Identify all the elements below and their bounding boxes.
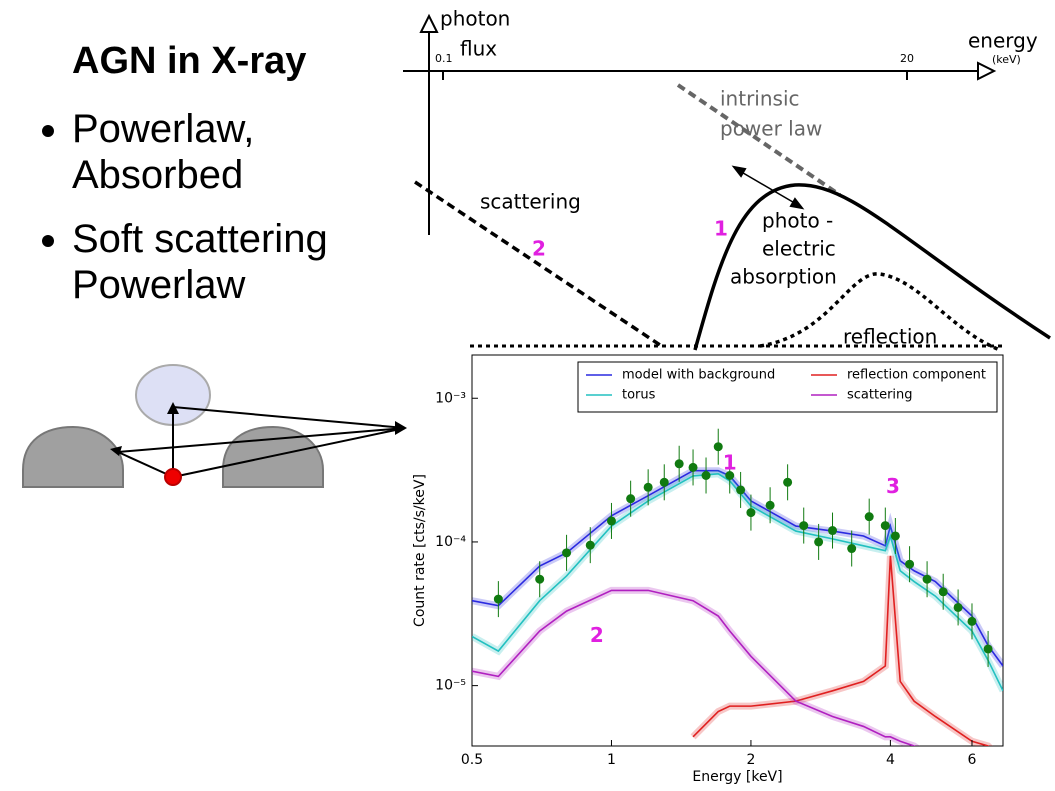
x-tick-label: 4: [886, 752, 895, 768]
data-point: [880, 521, 890, 531]
data-point: [890, 531, 900, 541]
arrow-head: [419, 13, 439, 33]
data-point: [828, 526, 838, 536]
data-point: [626, 494, 636, 504]
data-point: [765, 500, 775, 510]
data-point: [701, 470, 711, 480]
legend-label: torus: [622, 388, 656, 403]
series-line: [692, 555, 990, 746]
data-point: [799, 521, 809, 531]
plot-area: [471, 354, 1004, 747]
y-tick-label: 10⁻⁵: [435, 678, 466, 694]
torus-left: [22, 425, 124, 488]
data-point: [967, 616, 977, 626]
x-tick-label: 6: [968, 752, 977, 768]
x-tick-label: 0.5: [461, 752, 483, 768]
scattering-label: scattering: [480, 190, 581, 214]
series-line: [472, 589, 916, 746]
intrinsic-label: power law: [720, 117, 822, 141]
bullet: Powerlaw, Absorbed: [72, 106, 372, 198]
scattering-curve: [414, 180, 661, 347]
y-axis-label: Count rate [cts/s/keV]: [412, 474, 428, 627]
geometry-cartoon: [22, 364, 407, 488]
annotation: 1: [723, 450, 737, 474]
data-point: [847, 544, 857, 554]
data-point: [674, 459, 684, 469]
intrinsic-curve: [676, 83, 842, 197]
data-point: [736, 485, 746, 495]
slide-title: AGN in X-ray: [72, 40, 307, 82]
series-line: [472, 472, 1003, 692]
nucleus: [164, 468, 182, 486]
annotation: 2: [590, 623, 604, 647]
legend-label: model with background: [622, 368, 775, 383]
bullet: Soft scattering Powerlaw: [72, 216, 372, 308]
data-point: [922, 574, 932, 584]
schematic: [403, 13, 1051, 352]
schematic-labels: photon flux 0.1 20 energy (keV) intrinsi…: [435, 7, 1038, 349]
absorption-number: 1: [714, 217, 728, 241]
data-point: [905, 559, 915, 569]
x-tick-label: 1: [607, 752, 616, 768]
plot-content: [472, 428, 1003, 746]
x-axis-label: Energy [keV]: [692, 769, 782, 785]
reflection-label: reflection: [843, 325, 937, 349]
x-tick-label: 2: [746, 752, 755, 768]
data-point: [493, 594, 503, 604]
data-point: [606, 516, 616, 526]
legend-label: reflection component: [847, 368, 986, 383]
y-axis-label: flux: [460, 37, 497, 61]
data-point: [938, 587, 948, 597]
arrow-head: [977, 61, 997, 81]
x-axis-label: energy: [968, 29, 1038, 53]
data-point: [688, 462, 698, 472]
data-point: [746, 508, 756, 518]
arrow-head: [789, 197, 805, 210]
absorbed-curve: [693, 183, 1051, 351]
x-axis-unit: (keV): [992, 53, 1021, 66]
bullet-list: Powerlaw, Absorbed Soft scattering Power…: [30, 106, 372, 326]
scattering-number: 2: [532, 237, 546, 261]
data-point: [864, 512, 874, 522]
annotation: 3: [886, 474, 900, 498]
data-point: [562, 548, 572, 558]
data-point: [643, 482, 653, 492]
tick-label: 20: [900, 52, 914, 65]
tick-label: 0.1: [435, 52, 453, 65]
data-point: [814, 537, 824, 547]
data-point: [725, 470, 735, 480]
absorption-label: photo -: [762, 209, 833, 233]
data-point: [713, 442, 723, 452]
arrow-head: [731, 165, 747, 178]
y-axis-label: photon: [440, 7, 510, 31]
data-point: [953, 602, 963, 612]
absorption-label: absorption: [730, 265, 837, 289]
data-point: [535, 574, 545, 584]
absorption-label: electric: [762, 237, 836, 261]
y-tick-label: 10⁻⁴: [435, 534, 466, 550]
double-arrow: [737, 169, 799, 206]
data-point: [783, 477, 793, 487]
y-tick-label: 10⁻³: [435, 390, 466, 406]
data-point: [585, 540, 595, 550]
legend: [577, 361, 998, 413]
legend-label: scattering: [847, 388, 913, 403]
intrinsic-label: intrinsic: [720, 87, 800, 111]
data-point: [983, 644, 993, 654]
data-point: [659, 477, 669, 487]
